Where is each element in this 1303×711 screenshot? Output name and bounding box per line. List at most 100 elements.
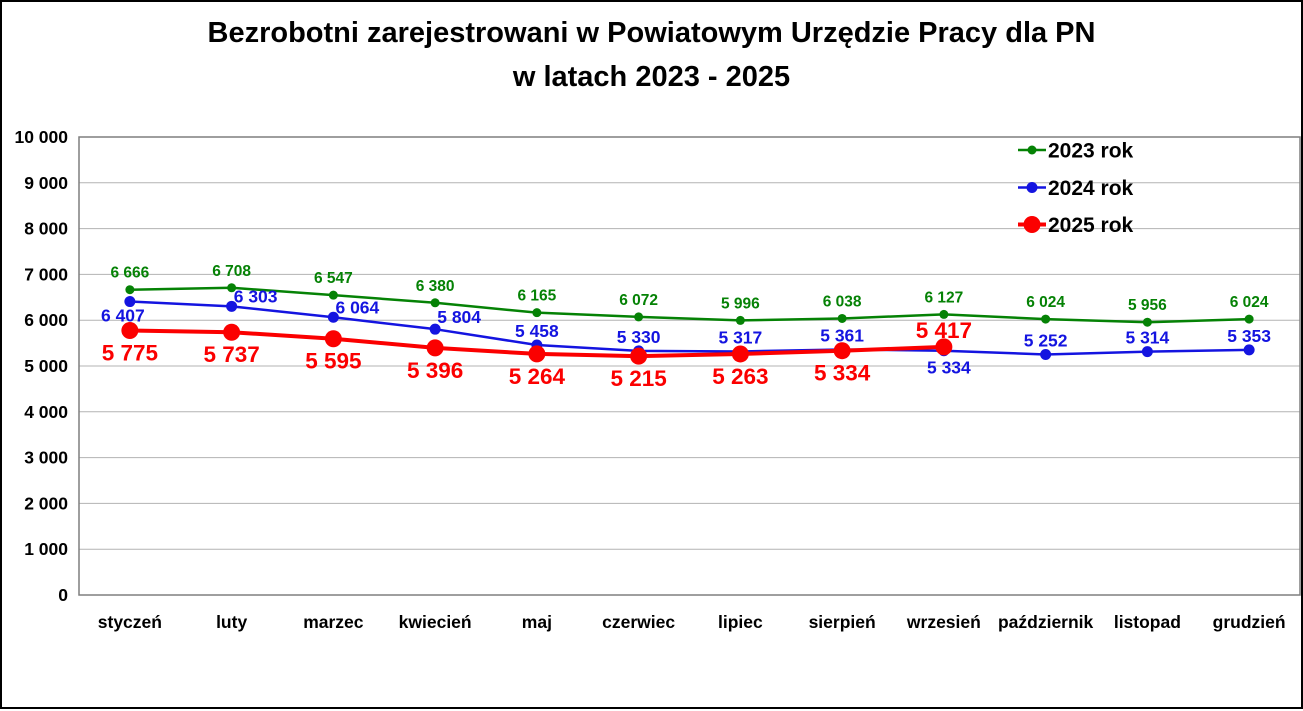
data-point-marker bbox=[935, 338, 953, 356]
x-axis-label: lipiec bbox=[718, 612, 763, 632]
data-point-marker bbox=[1041, 314, 1051, 324]
y-axis-tick-label: 8 000 bbox=[24, 219, 68, 239]
data-point-marker bbox=[121, 322, 139, 340]
data-point-marker bbox=[223, 323, 241, 341]
data-point-marker bbox=[426, 339, 444, 357]
chart-title: Bezrobotni zarejestrowani w Powiatowym U… bbox=[2, 11, 1301, 99]
data-point-marker bbox=[528, 345, 546, 363]
data-point-marker bbox=[226, 300, 238, 312]
x-axis-label: czerwiec bbox=[602, 612, 675, 632]
data-label: 5 775 bbox=[102, 341, 158, 366]
data-label: 5 314 bbox=[1125, 328, 1169, 348]
x-axis-label: październik bbox=[998, 612, 1094, 632]
data-point-marker bbox=[324, 330, 342, 348]
data-label: 6 303 bbox=[234, 286, 278, 306]
data-label: 5 396 bbox=[407, 358, 463, 383]
data-label: 5 264 bbox=[509, 364, 566, 389]
series-line bbox=[128, 300, 1251, 356]
data-point-marker bbox=[327, 311, 339, 323]
legend-label: 2023 rok bbox=[1048, 140, 1134, 163]
data-point-marker bbox=[227, 283, 237, 293]
chart-title-line2: w latach 2023 - 2025 bbox=[512, 61, 791, 93]
data-point-marker bbox=[328, 290, 338, 300]
y-axis-tick-label: 5 000 bbox=[24, 356, 68, 376]
data-point-marker bbox=[1243, 344, 1255, 356]
legend: 2023 rok 2024 rok 2025 rok bbox=[1018, 140, 1134, 237]
data-label: 5 334 bbox=[927, 358, 971, 378]
data-point-marker bbox=[939, 309, 949, 319]
x-axis-label: maj bbox=[522, 612, 552, 632]
data-point-marker bbox=[630, 347, 648, 365]
data-label: 5 263 bbox=[712, 364, 768, 389]
data-point-marker bbox=[124, 296, 136, 308]
data-label: 5 996 bbox=[721, 295, 760, 312]
data-label: 6 666 bbox=[110, 265, 149, 282]
data-point-marker bbox=[1141, 346, 1153, 358]
x-axis-label: wrzesień bbox=[906, 612, 981, 632]
data-label: 6 708 bbox=[212, 263, 251, 280]
data-label: 6 038 bbox=[823, 293, 862, 310]
series-2023-rok: 6 666 6 708 6 547 6 380 6 165 6 072 5 996 6 038… bbox=[110, 263, 1269, 327]
data-point-marker bbox=[532, 308, 542, 318]
data-label: 5 737 bbox=[203, 342, 259, 367]
plot-area-border bbox=[78, 136, 1301, 596]
y-axis: 0 1 000 2 000 3 000 4 000 5 000 6 000 7 000 8 00… bbox=[14, 127, 68, 605]
data-label: 6 547 bbox=[314, 270, 353, 287]
data-point-marker bbox=[731, 345, 749, 363]
chart-title-line1: Bezrobotni zarejestrowani w Powiatowym U… bbox=[207, 17, 1096, 49]
data-label: 6 024 bbox=[1230, 294, 1269, 311]
x-axis-label: styczeń bbox=[98, 612, 162, 632]
y-axis-tick-label: 0 bbox=[58, 585, 68, 605]
data-point-marker bbox=[833, 342, 851, 360]
y-axis-tick-label: 10 000 bbox=[14, 127, 68, 147]
x-axis-label: listopad bbox=[1114, 612, 1181, 632]
data-label: 5 330 bbox=[617, 327, 661, 347]
series-2024-rok: 6 407 6 303 6 064 5 804 5 458 5 330 5 317 5 361… bbox=[101, 286, 1271, 377]
x-axis-label: sierpień bbox=[809, 612, 876, 632]
legend-item-2023-rok: 2023 rok bbox=[1018, 140, 1134, 163]
data-point-marker bbox=[430, 298, 440, 308]
y-axis-tick-label: 1 000 bbox=[24, 539, 68, 559]
data-label: 6 380 bbox=[416, 278, 455, 295]
x-axis: styczeń luty marzec kwiecień maj czerwiec lipi… bbox=[98, 612, 1286, 632]
series-line bbox=[128, 286, 1251, 324]
legend-label: 2024 rok bbox=[1048, 177, 1134, 200]
data-label: 5 252 bbox=[1024, 330, 1068, 350]
data-label: 6 072 bbox=[619, 292, 658, 309]
data-point-marker bbox=[125, 285, 135, 295]
legend-item-2025-rok: 2025 rok bbox=[1018, 214, 1134, 237]
y-axis-tick-label: 7 000 bbox=[24, 264, 68, 284]
y-axis-tick-label: 2 000 bbox=[24, 493, 68, 513]
data-label: 5 804 bbox=[437, 307, 481, 327]
data-label: 6 064 bbox=[335, 297, 379, 317]
x-axis-label: marzec bbox=[303, 612, 364, 632]
data-label: 5 334 bbox=[814, 361, 871, 386]
y-axis-tick-label: 3 000 bbox=[24, 448, 68, 468]
data-point-marker bbox=[735, 315, 745, 325]
data-label: 6 024 bbox=[1026, 294, 1065, 311]
legend-marker-dot bbox=[1027, 145, 1037, 155]
data-label: 5 417 bbox=[916, 318, 972, 343]
legend-marker-dot bbox=[1023, 216, 1041, 233]
legend-marker-dot bbox=[1026, 182, 1038, 193]
data-label: 5 956 bbox=[1128, 297, 1167, 314]
data-label: 5 458 bbox=[515, 321, 559, 341]
x-axis-label: luty bbox=[216, 612, 247, 632]
y-axis-tick-label: 6 000 bbox=[24, 310, 68, 330]
data-label: 6 407 bbox=[101, 306, 145, 326]
data-point-marker bbox=[634, 312, 644, 322]
y-axis-tick-label: 4 000 bbox=[24, 402, 68, 422]
data-label: 6 127 bbox=[924, 289, 963, 306]
series-2025-rok: 5 775 5 737 5 595 5 396 5 264 5 215 5 263 5 334… bbox=[102, 318, 972, 391]
data-point-marker bbox=[1142, 317, 1152, 327]
data-point-marker bbox=[837, 313, 847, 323]
data-label: 5 595 bbox=[305, 349, 361, 374]
legend-label: 2025 rok bbox=[1048, 214, 1134, 237]
gridlines bbox=[79, 182, 1300, 550]
data-point-marker bbox=[429, 323, 441, 335]
data-label: 6 165 bbox=[517, 288, 556, 305]
x-axis-label: kwiecień bbox=[399, 612, 472, 632]
data-point-marker bbox=[1244, 314, 1254, 324]
